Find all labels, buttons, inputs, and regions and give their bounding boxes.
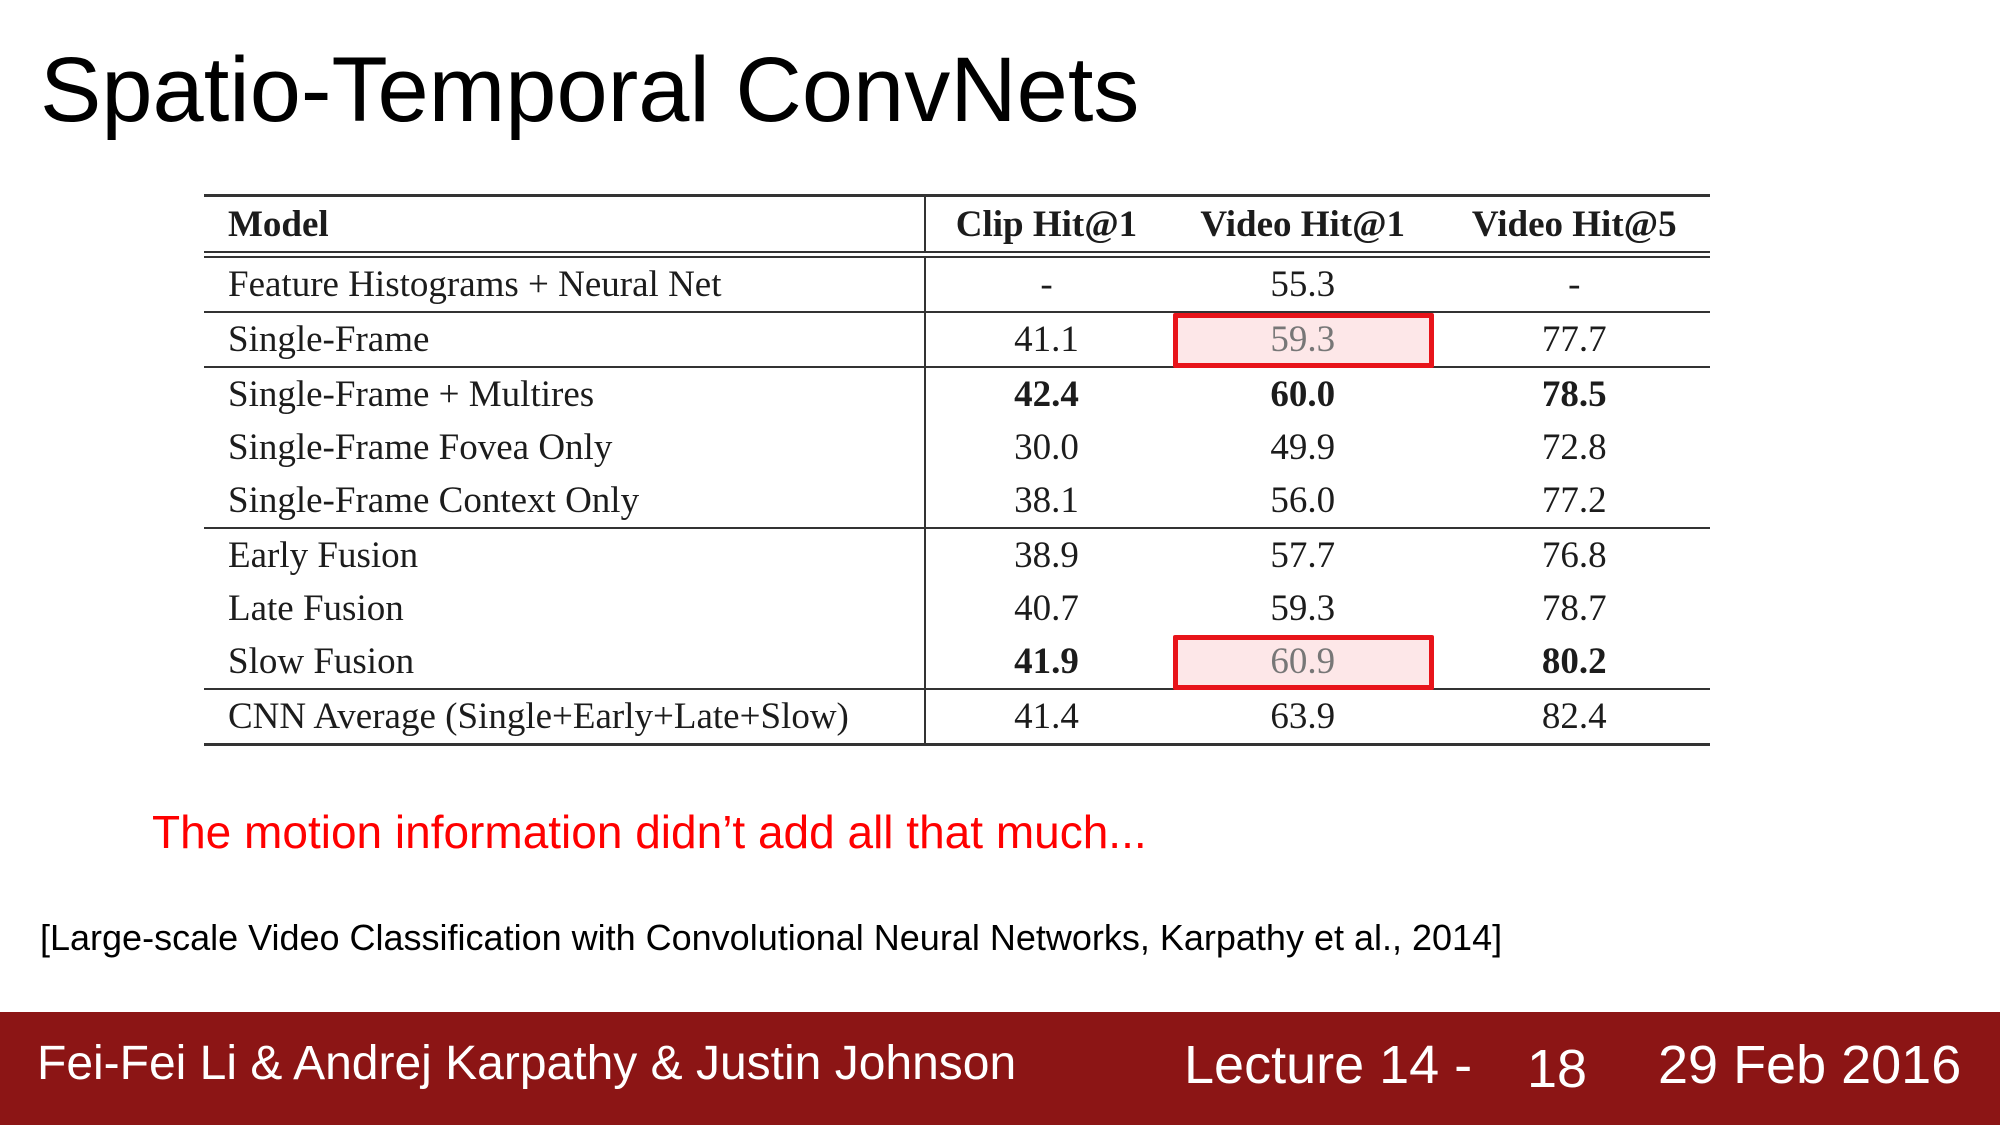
- clip-hit1-value: 38.9: [1014, 535, 1079, 576]
- model-name: Feature Histograms + Neural Net: [204, 254, 926, 313]
- table-header-row: Model Clip Hit@1 Video Hit@1 Video Hit@5: [204, 194, 1710, 258]
- video-hit1-value-highlighted: 59.3: [1166, 312, 1439, 368]
- model-name: Single-Frame Context Only: [204, 474, 926, 529]
- clip-hit1-value: 41.9: [925, 635, 1167, 690]
- footer-authors: Fei-Fei Li & Andrej Karpathy & Justin Jo…: [37, 1037, 1017, 1090]
- table-row: Single-Frame Fovea Only 30.0 49.9 72.8: [204, 421, 1710, 474]
- footer-page-number: 18: [1527, 1039, 1588, 1099]
- footer-date: 29 Feb 2016: [1658, 1035, 1962, 1095]
- table-row: Single-Frame + Multires 42.4 60.0 78.5: [204, 367, 1710, 421]
- clip-hit1-value: 42.4: [1014, 374, 1079, 415]
- video-hit1-value: 56.0: [1166, 474, 1439, 529]
- video-hit5-value: 82.4: [1438, 689, 1710, 746]
- highlighted-value: 60.9: [1270, 641, 1336, 682]
- clip-hit1-value: 38.1: [925, 474, 1167, 529]
- video-hit5-value: -: [1438, 254, 1710, 313]
- clip-hit1-value: 41.1: [925, 312, 1167, 368]
- table-row: Slow Fusion 41.9 60.9 80.2: [204, 635, 1710, 690]
- video-hit1-value-highlighted: 60.9: [1166, 635, 1439, 690]
- model-name: Single-Frame Fovea Only: [204, 421, 926, 474]
- video-hit5-value: 77.2: [1438, 474, 1710, 529]
- table-row: Feature Histograms + Neural Net - 55.3 -: [204, 254, 1710, 313]
- model-name: Single-Frame: [204, 312, 926, 368]
- table-row: Late Fusion 40.7 59.3 78.7: [204, 582, 1710, 635]
- highlight-box: [1172, 313, 1435, 368]
- video-hit5-value: 72.8: [1541, 427, 1607, 468]
- header-video-hit1: Video Hit@1: [1166, 194, 1439, 258]
- results-table-container: Model Clip Hit@1 Video Hit@1 Video Hit@5…: [204, 194, 1710, 746]
- clip-hit1-value: -: [925, 254, 1167, 313]
- slide-caption: The motion information didn’t add all th…: [152, 806, 1147, 858]
- video-hit5-value: 80.2: [1438, 635, 1710, 690]
- video-hit5-value: 78.5: [1541, 374, 1607, 415]
- table-row: Single-Frame Context Only 38.1 56.0 77.2: [204, 474, 1710, 529]
- clip-hit1-value: 30.0: [1014, 427, 1079, 468]
- results-table: Model Clip Hit@1 Video Hit@1 Video Hit@5…: [204, 194, 1710, 746]
- highlight-box: [1172, 635, 1435, 690]
- video-hit1-value: 55.3: [1166, 254, 1439, 313]
- video-hit5-value: 76.8: [1541, 535, 1607, 576]
- video-hit1-value: 57.7: [1270, 535, 1336, 576]
- video-hit1-value: 60.0: [1270, 374, 1336, 415]
- table-row: CNN Average (Single+Early+Late+Slow) 41.…: [204, 689, 1710, 746]
- highlighted-value: 59.3: [1270, 319, 1336, 360]
- video-hit1-value: 59.3: [1270, 588, 1336, 629]
- header-video-hit5: Video Hit@5: [1438, 194, 1710, 258]
- model-name: Late Fusion: [204, 582, 926, 635]
- header-model: Model: [204, 194, 926, 258]
- table-row: Early Fusion 38.9 57.7 76.8: [204, 528, 1710, 582]
- model-name: CNN Average (Single+Early+Late+Slow): [204, 689, 926, 746]
- header-clip-hit1: Clip Hit@1: [925, 194, 1167, 258]
- clip-hit1-value: 40.7: [1014, 588, 1079, 629]
- footer-lecture: Lecture 14 -: [1184, 1035, 1473, 1095]
- model-name: Early Fusion: [204, 528, 926, 582]
- video-hit1-value: 49.9: [1270, 427, 1336, 468]
- clip-hit1-value: 41.4: [925, 689, 1167, 746]
- model-name: Single-Frame + Multires: [204, 367, 926, 421]
- video-hit5-value: 77.7: [1438, 312, 1710, 368]
- table-row: Single-Frame 41.1 59.3 77.7: [204, 312, 1710, 368]
- citation: [Large-scale Video Classification with C…: [40, 917, 1503, 958]
- footer-bar: Fei-Fei Li & Andrej Karpathy & Justin Jo…: [0, 1012, 2000, 1125]
- video-hit1-value: 63.9: [1166, 689, 1439, 746]
- slide-title: Spatio-Temporal ConvNets: [40, 39, 1140, 141]
- model-name: Slow Fusion: [204, 635, 926, 690]
- video-hit5-value: 78.7: [1541, 588, 1607, 629]
